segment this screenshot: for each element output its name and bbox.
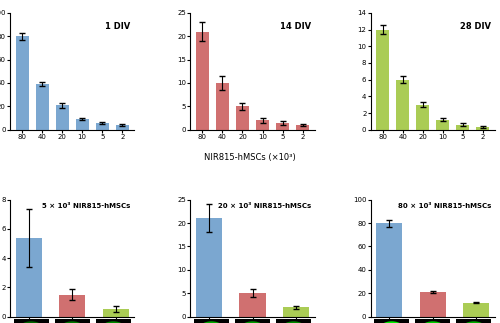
Bar	[102, 309, 128, 317]
Text: 1 DIV: 1 DIV	[106, 22, 130, 31]
Text: NIR815-hMSCs (×10³): NIR815-hMSCs (×10³)	[204, 153, 296, 162]
Bar	[296, 125, 309, 130]
Text: 80 × 10³ NIR815-hMSCs: 80 × 10³ NIR815-hMSCs	[398, 203, 492, 209]
Bar	[56, 105, 68, 130]
Bar	[476, 127, 490, 130]
Bar	[256, 120, 269, 130]
Bar	[16, 238, 42, 317]
Bar	[196, 218, 222, 317]
Bar	[276, 123, 289, 130]
Bar	[376, 223, 402, 317]
Text: 20 × 10³ NIR815-hMSCs: 20 × 10³ NIR815-hMSCs	[218, 203, 311, 209]
Bar	[456, 125, 469, 130]
Bar	[216, 83, 229, 130]
Bar	[236, 106, 249, 130]
Bar	[464, 303, 489, 317]
Text: 5 × 10³ NIR815-hMSCs: 5 × 10³ NIR815-hMSCs	[42, 203, 130, 209]
Bar	[283, 307, 309, 317]
Bar	[240, 293, 266, 317]
Text: 28 DIV: 28 DIV	[460, 22, 492, 31]
Bar	[396, 80, 409, 130]
Bar	[36, 84, 49, 130]
Bar	[16, 36, 28, 130]
Bar	[420, 292, 446, 317]
Text: 14 DIV: 14 DIV	[280, 22, 311, 31]
Bar	[416, 105, 430, 130]
Bar	[59, 295, 85, 317]
Bar	[436, 120, 450, 130]
Bar	[76, 119, 88, 130]
Bar	[116, 125, 128, 130]
Bar	[96, 123, 108, 130]
Bar	[196, 32, 209, 130]
Bar	[376, 30, 390, 130]
